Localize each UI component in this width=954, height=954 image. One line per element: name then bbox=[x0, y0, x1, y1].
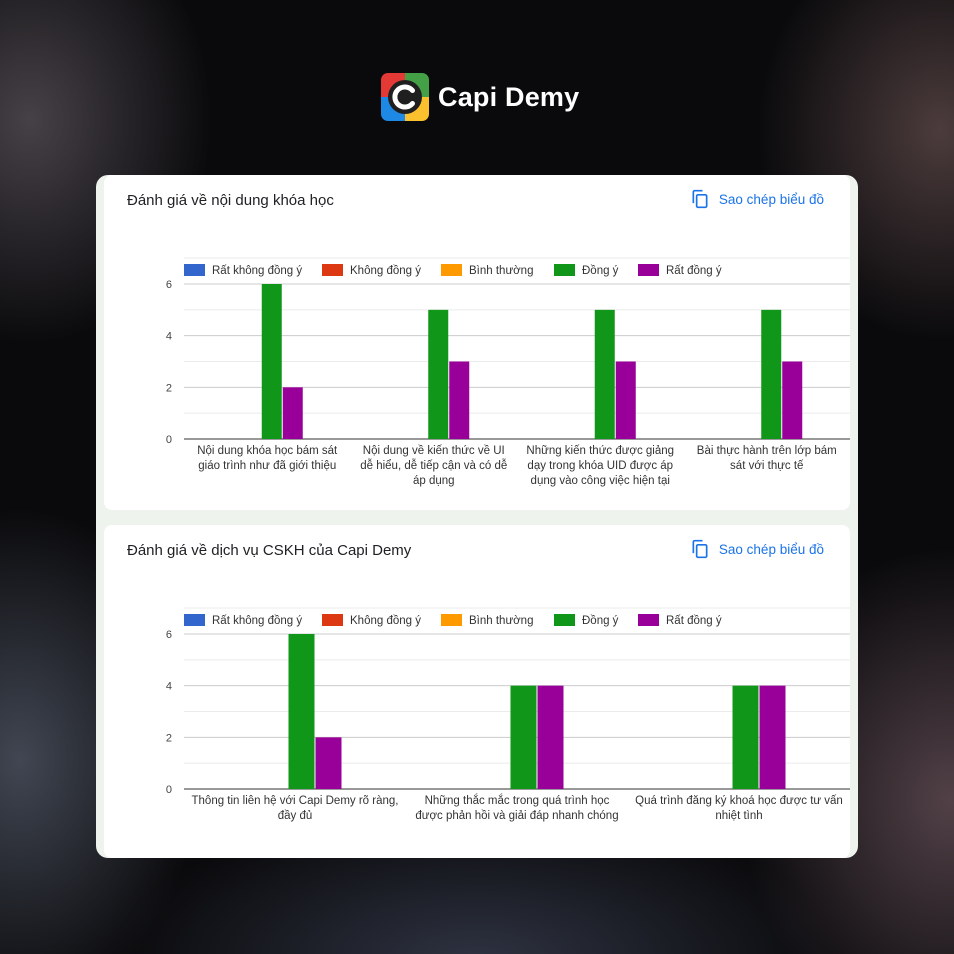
bar-Đồng ý bbox=[261, 284, 282, 439]
x-tick-label: Bài thực hành trên lớp bám bbox=[697, 445, 837, 457]
legend-swatch bbox=[638, 264, 659, 276]
x-tick-label: đầy đủ bbox=[278, 810, 313, 822]
y-tick-label: 6 bbox=[166, 629, 172, 641]
legend-swatch bbox=[441, 264, 462, 276]
y-tick-label: 2 bbox=[166, 732, 172, 744]
chart-title: Đánh giá về nội dung khóa học bbox=[127, 192, 334, 209]
brand-name: Capi Demy bbox=[438, 81, 580, 112]
x-tick-label: Nội dung khóa học bám sát bbox=[197, 445, 338, 457]
x-tick-label: Những thắc mắc trong quá trình học bbox=[425, 794, 610, 807]
chart-card-content: Đánh giá về nội dung khóa học Sao chép b… bbox=[104, 175, 850, 510]
bar-Rất đồng ý bbox=[315, 737, 342, 789]
bar-Rất đồng ý bbox=[537, 685, 564, 789]
y-tick-label: 2 bbox=[166, 382, 172, 394]
bar-Rất đồng ý bbox=[782, 361, 803, 439]
legend-swatch bbox=[184, 614, 205, 626]
copy-icon bbox=[692, 539, 708, 559]
chart-title: Đánh giá về dịch vụ CSKH của Capi Demy bbox=[127, 542, 412, 559]
legend-swatch bbox=[184, 264, 205, 276]
bar-Đồng ý bbox=[428, 309, 449, 439]
legend-swatch bbox=[638, 614, 659, 626]
legend-label: Đồng ý bbox=[582, 615, 619, 627]
x-tick-label: nhiệt tình bbox=[715, 810, 762, 822]
bar-Rất đồng ý bbox=[615, 361, 636, 439]
x-tick-label: dạy trong khóa UID được áp bbox=[527, 460, 673, 472]
legend-swatch bbox=[441, 614, 462, 626]
capi-logo-icon bbox=[381, 73, 429, 121]
legend-label: Không đồng ý bbox=[350, 615, 421, 627]
x-tick-label: Nội dung về kiến thức về UI bbox=[363, 445, 505, 457]
x-tick-label: dụng vào công việc hiện tại bbox=[531, 475, 670, 487]
chart-card-cskh: Đánh giá về dịch vụ CSKH của Capi Demy S… bbox=[104, 525, 850, 858]
x-tick-label: sát với thực tế bbox=[730, 460, 804, 472]
bar-Rất đồng ý bbox=[449, 361, 470, 439]
copy-chart-label: Sao chép biểu đồ bbox=[718, 191, 824, 207]
bar-Đồng ý bbox=[594, 309, 615, 439]
x-tick-label: dễ hiểu, dễ tiếp cận và có dễ bbox=[360, 459, 507, 472]
legend-swatch bbox=[554, 614, 575, 626]
bar-Rất đồng ý bbox=[759, 685, 786, 789]
y-tick-label: 0 bbox=[166, 784, 172, 796]
y-tick-label: 6 bbox=[166, 279, 172, 291]
copy-chart-label: Sao chép biểu đồ bbox=[718, 541, 824, 557]
x-tick-label: Những kiến thức được giảng bbox=[526, 445, 674, 457]
legend-label: Đồng ý bbox=[582, 265, 619, 277]
copy-icon bbox=[692, 189, 708, 209]
legend-label: Rất không đồng ý bbox=[212, 615, 302, 627]
legend-label: Rất đồng ý bbox=[666, 265, 722, 277]
bar-chart-cskh: 0 2 4 6 Thông tin liên hệ với Capi Demy rõ r… bbox=[166, 607, 850, 822]
y-tick-label: 0 bbox=[166, 434, 172, 446]
y-tick-label: 4 bbox=[166, 681, 172, 693]
x-tick-label: được phản hồi và giải đáp nhanh chóng bbox=[415, 810, 618, 822]
x-tick-label: giáo trình như đã giới thiệu bbox=[198, 460, 336, 472]
copy-chart-button[interactable]: Sao chép biểu đồ bbox=[690, 539, 824, 559]
copy-chart-button[interactable]: Sao chép biểu đồ bbox=[690, 189, 824, 209]
legend-swatch bbox=[322, 264, 343, 276]
bar-Đồng ý bbox=[732, 685, 759, 789]
legend-label: Bình thường bbox=[469, 265, 533, 277]
bar-Đồng ý bbox=[761, 309, 782, 439]
x-tick-label: Thông tin liên hệ với Capi Demy rõ ràng, bbox=[192, 795, 399, 807]
legend-swatch bbox=[322, 614, 343, 626]
y-tick-label: 4 bbox=[166, 331, 172, 343]
form-summary-panel: Đánh giá về nội dung khóa học Sao chép b… bbox=[96, 175, 858, 858]
x-tick-label: Quá trình đăng ký khoá học được tư vấn bbox=[635, 795, 843, 807]
bar-Đồng ý bbox=[288, 634, 315, 789]
x-tick-label: áp dụng bbox=[413, 475, 455, 487]
bar-Đồng ý bbox=[510, 685, 537, 789]
legend-label: Bình thường bbox=[469, 615, 533, 627]
legend-label: Rất không đồng ý bbox=[212, 265, 302, 277]
bar-Rất đồng ý bbox=[282, 387, 303, 439]
legend-label: Rất đồng ý bbox=[666, 615, 722, 627]
legend-label: Không đồng ý bbox=[350, 265, 421, 277]
brand-logo: Capi Demy bbox=[378, 70, 579, 124]
legend-swatch bbox=[554, 264, 575, 276]
bar-chart-content: 0 2 4 6 Nội dung khóa học bám sát giáo trình … bbox=[166, 257, 850, 487]
